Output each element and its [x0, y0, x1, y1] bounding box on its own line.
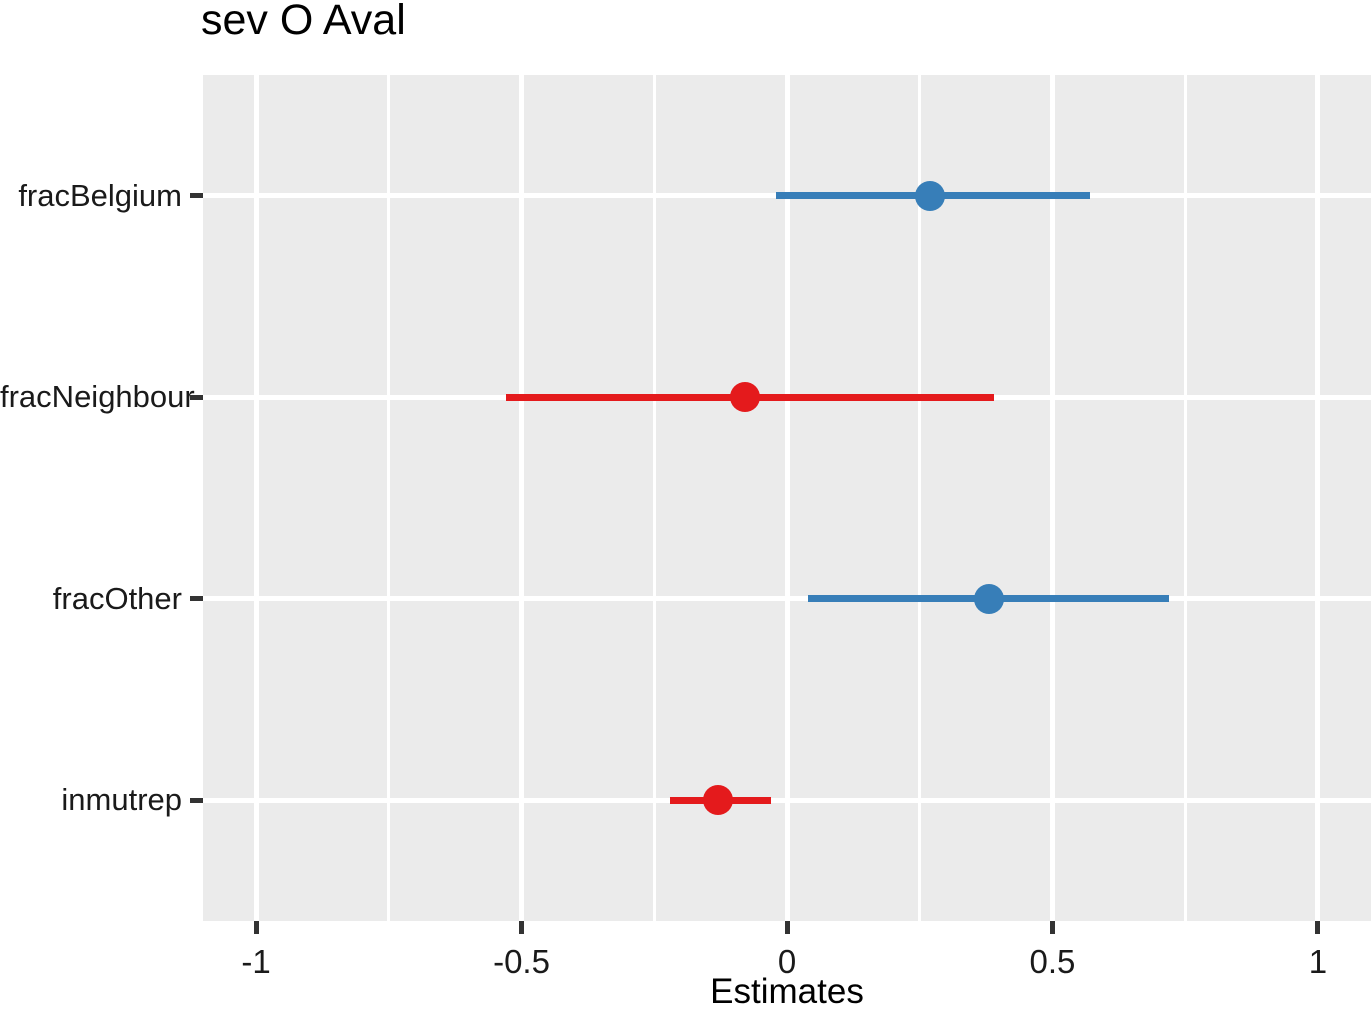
gridline-major-vertical	[253, 75, 259, 921]
y-axis-label: fracNeighbour	[0, 379, 195, 415]
gridline-minor-vertical	[918, 75, 922, 921]
x-axis-tick-label: 0.5	[1029, 943, 1076, 980]
x-axis-tick-mark	[784, 921, 790, 934]
y-axis-tick-mark	[190, 596, 203, 602]
gridline-major-vertical	[784, 75, 790, 921]
y-axis-tick-mark	[190, 394, 203, 400]
x-axis-tick-label: -1	[241, 943, 271, 980]
x-axis-tick-mark	[519, 921, 525, 934]
gridline-major-vertical	[1315, 75, 1321, 921]
estimate-point	[915, 180, 946, 211]
y-axis-tick-mark	[190, 193, 203, 199]
plot-panel	[203, 75, 1371, 921]
y-axis-label: fracOther	[52, 580, 182, 616]
x-axis-tick-label: -0.5	[493, 943, 550, 980]
gridline-major-horizontal	[203, 797, 1371, 803]
x-axis-tick-mark	[1049, 921, 1055, 934]
gridline-minor-vertical	[387, 75, 391, 921]
y-axis-tick-mark	[190, 797, 203, 803]
chart-title: sev O Aval	[201, 0, 406, 44]
y-axis-label: fracBelgium	[18, 177, 182, 213]
estimate-point	[729, 382, 760, 413]
gridline-major-vertical	[519, 75, 525, 921]
estimate-point	[973, 583, 1004, 614]
x-axis-tick-mark	[253, 921, 259, 934]
x-axis-title: Estimates	[710, 972, 864, 1009]
gridline-minor-vertical	[652, 75, 656, 921]
x-axis-tick-label: 1	[1308, 943, 1328, 980]
x-axis-tick-label: 0	[777, 943, 797, 980]
y-axis-label: inmutrep	[61, 782, 182, 818]
estimate-point	[702, 785, 733, 816]
x-axis-tick-mark	[1315, 921, 1321, 934]
gridline-major-vertical	[1049, 75, 1055, 921]
gridline-minor-vertical	[1183, 75, 1187, 921]
gridline-major-horizontal	[203, 596, 1371, 602]
